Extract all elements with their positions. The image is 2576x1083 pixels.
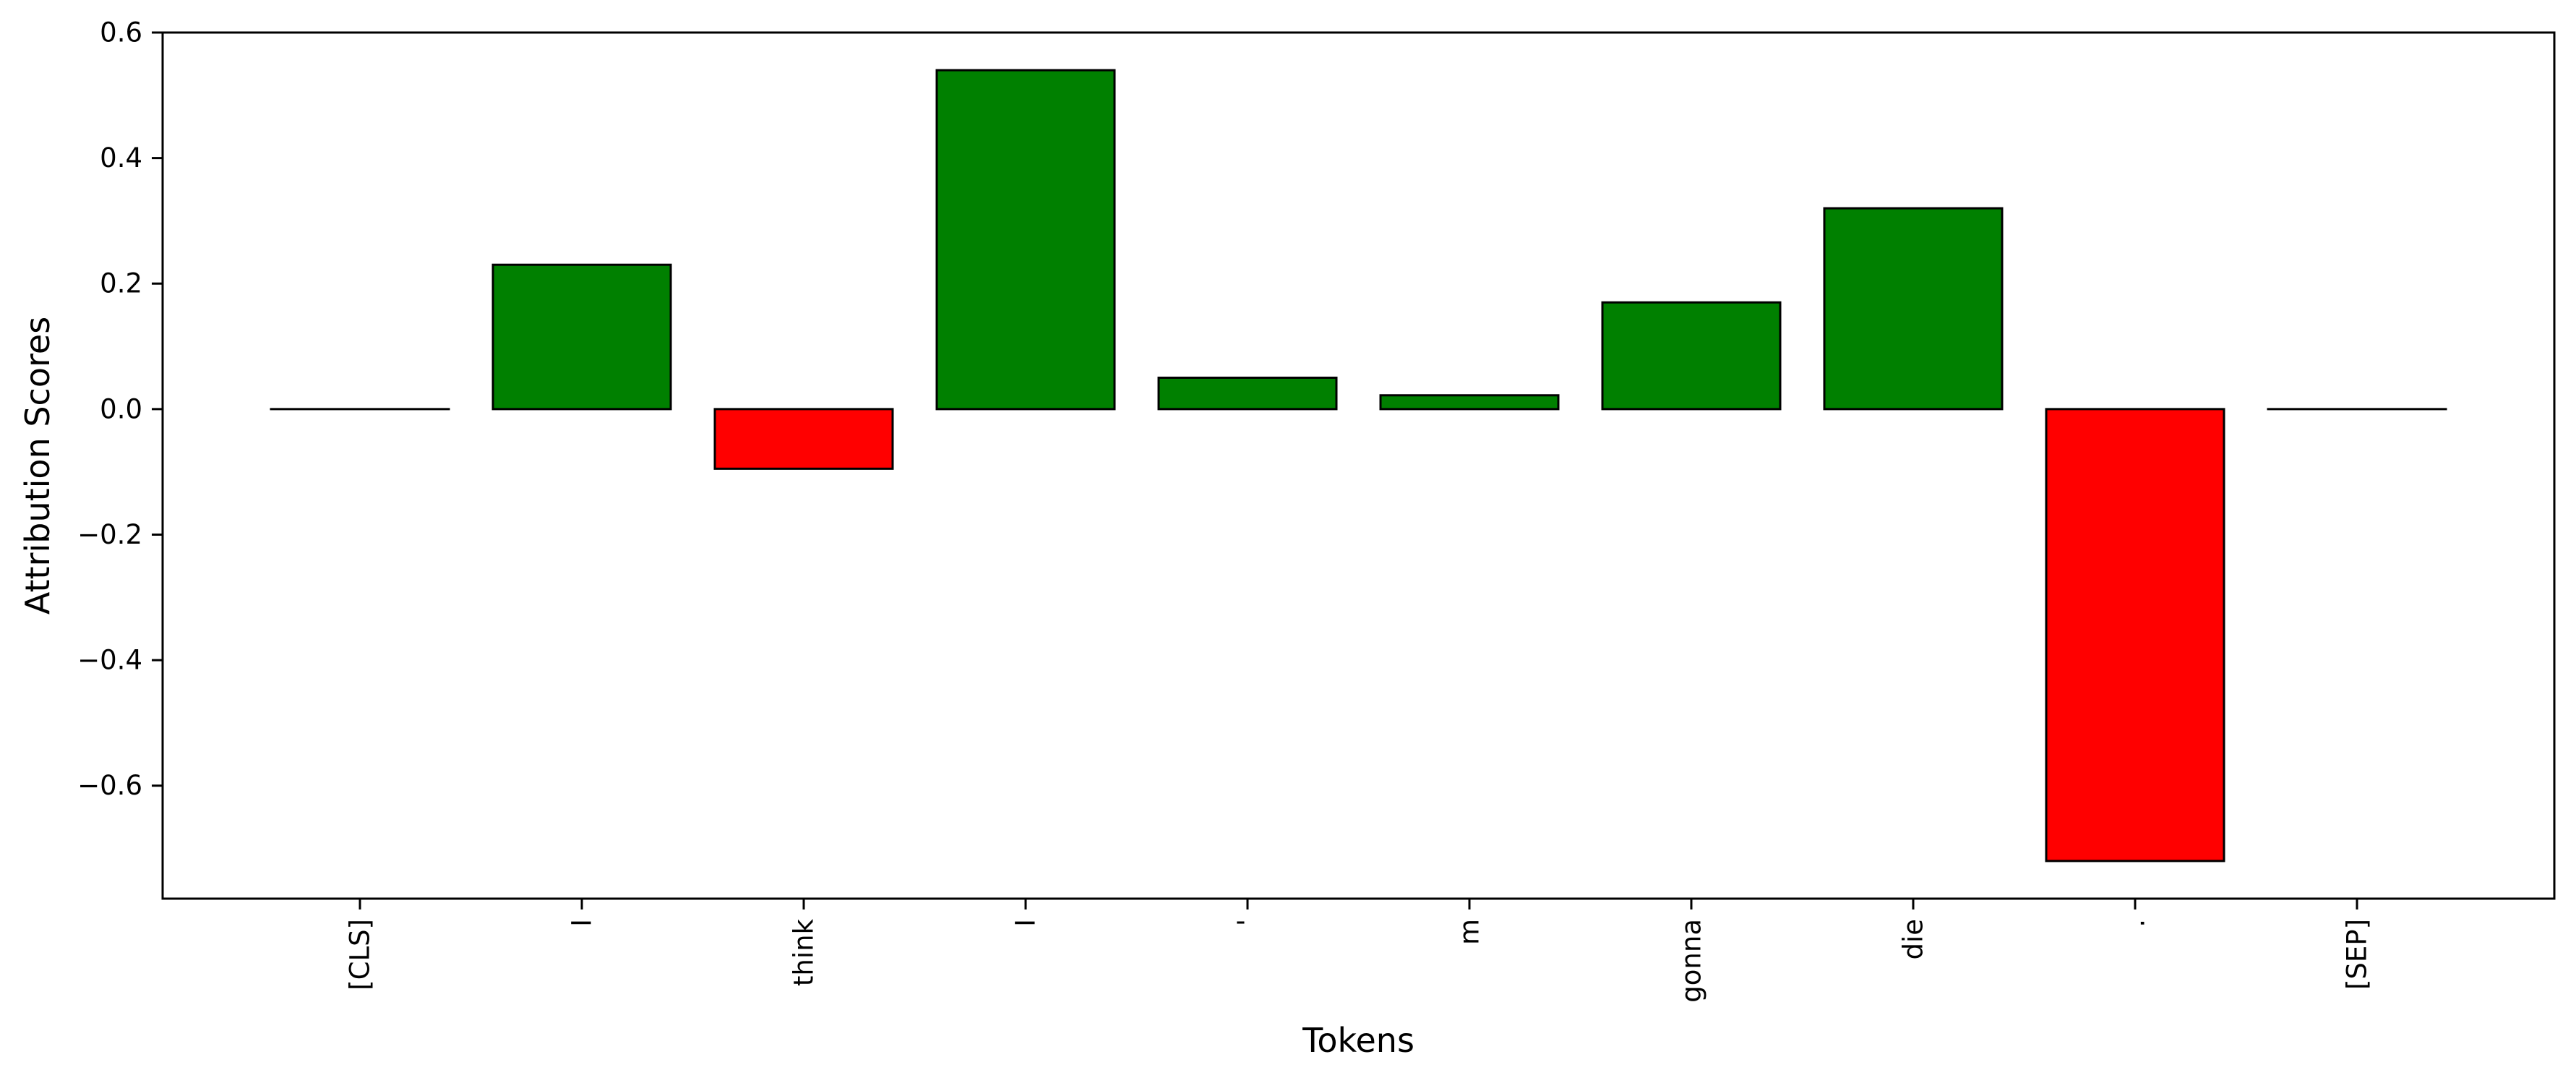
y-tick-label: 0.2 xyxy=(100,268,142,299)
bar-4 xyxy=(1157,376,1338,411)
x-tick-label: [SEP] xyxy=(2342,919,2373,990)
bar-6 xyxy=(1601,301,1782,411)
plot-frame xyxy=(161,31,2556,900)
x-tick-label: I xyxy=(1010,919,1042,927)
y-axis: 0.6 0.4 0.2 0.0 −0.2 −0.4 −0.6 xyxy=(77,17,163,801)
x-axis-label: Tokens xyxy=(1302,1021,1414,1060)
y-tick-label: 0.6 xyxy=(100,17,142,48)
bars-layer xyxy=(270,69,2447,862)
x-tick-label: think xyxy=(789,918,820,986)
y-tick-label: 0.4 xyxy=(100,142,142,174)
x-tick-label: [CLS] xyxy=(345,919,376,990)
bar-1 xyxy=(491,263,672,411)
bar-7 xyxy=(1823,207,2004,411)
bar-8 xyxy=(2045,408,2225,862)
x-tick-label: I xyxy=(567,919,598,927)
bar-5 xyxy=(1379,394,1560,411)
x-tick-label: . xyxy=(2120,919,2151,928)
y-tick-label: −0.2 xyxy=(77,519,142,550)
y-axis-label: Attribution Scores xyxy=(18,317,57,615)
y-tick-label: −0.6 xyxy=(77,770,142,801)
y-tick-label: 0.0 xyxy=(100,393,142,424)
x-tick-label: gonna xyxy=(1676,919,1707,1003)
x-tick-label: ' xyxy=(1232,919,1263,926)
y-tick-label: −0.4 xyxy=(77,645,142,676)
bar-3 xyxy=(935,69,1116,411)
x-tick-label: die xyxy=(1898,919,1929,960)
x-tick-label: m xyxy=(1454,919,1485,945)
bar-2 xyxy=(713,408,894,470)
